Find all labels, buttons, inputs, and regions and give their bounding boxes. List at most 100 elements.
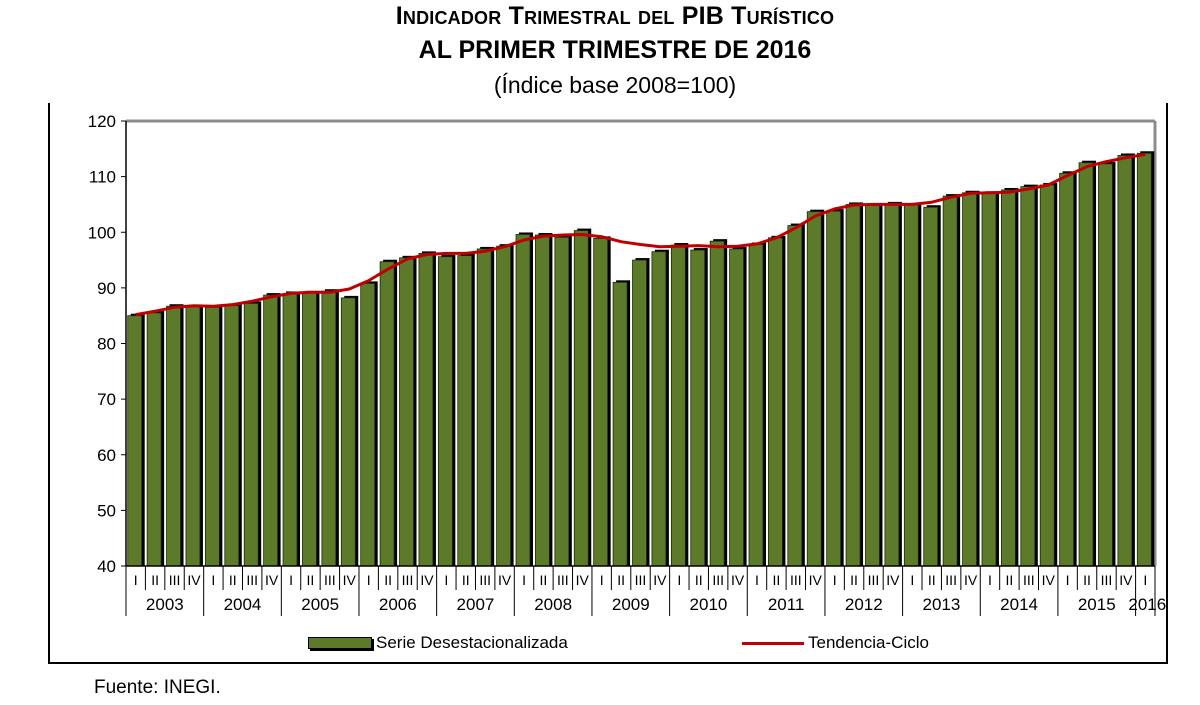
quarter-label: I	[367, 572, 371, 588]
bar	[224, 305, 240, 567]
quarter-label: III	[945, 572, 957, 588]
bar	[1059, 172, 1075, 567]
bar	[204, 306, 220, 567]
quarter-label: IV	[498, 572, 512, 588]
bar	[554, 236, 570, 567]
bar	[496, 245, 511, 567]
legend-line-swatch	[742, 641, 804, 645]
year-label: 2015	[1078, 595, 1116, 614]
bar	[360, 283, 376, 567]
quarter-label: I	[988, 572, 992, 588]
bar	[418, 252, 434, 567]
bar	[573, 230, 589, 567]
bar	[127, 315, 143, 567]
year-label: 2016	[1128, 595, 1166, 614]
quarter-label: IV	[731, 572, 745, 588]
bar	[826, 210, 842, 567]
quarter-label: I	[134, 572, 138, 588]
year-label: 2010	[690, 595, 728, 614]
chart-frame	[48, 103, 1168, 664]
bar	[1117, 155, 1133, 567]
year-label: 2003	[146, 595, 184, 614]
bar	[748, 244, 764, 567]
bar	[884, 203, 900, 567]
quarter-label: IV	[187, 572, 201, 588]
quarter-label: I	[600, 572, 604, 588]
bar	[923, 206, 939, 567]
year-label: 2009	[612, 595, 650, 614]
bar	[457, 255, 473, 567]
bar	[1078, 162, 1094, 567]
quarter-label: IV	[964, 572, 978, 588]
year-label: 2011	[768, 595, 805, 614]
bar	[476, 248, 492, 567]
quarter-label: III	[246, 572, 258, 588]
bar	[709, 240, 725, 567]
bar	[962, 192, 977, 567]
quarter-label: III	[712, 572, 724, 588]
quarter-label: II	[1005, 572, 1013, 588]
bar	[612, 281, 628, 567]
quarter-label: II	[384, 572, 392, 588]
quarter-label: I	[444, 572, 448, 588]
quarter-label: III	[557, 572, 569, 588]
bar	[845, 204, 861, 567]
quarter-label: I	[755, 572, 759, 588]
year-label: 2004	[224, 595, 262, 614]
year-label: 2007	[457, 595, 495, 614]
bar	[1039, 184, 1055, 567]
year-label: 2006	[379, 595, 417, 614]
bar	[166, 305, 181, 567]
year-label: 2005	[301, 595, 339, 614]
quarter-label: I	[1066, 572, 1070, 588]
bar	[437, 256, 453, 567]
quarter-label: I	[289, 572, 293, 588]
quarter-label: I	[1143, 572, 1147, 588]
bar	[729, 248, 744, 567]
y-tick-label: 110	[89, 168, 116, 187]
bar	[806, 211, 822, 567]
bar	[787, 225, 803, 567]
bar	[1020, 186, 1036, 567]
bar	[321, 290, 337, 567]
bar	[632, 259, 647, 567]
quarter-label: III	[790, 572, 802, 588]
quarter-label: II	[540, 572, 548, 588]
bar	[1098, 163, 1113, 567]
quarter-label: II	[850, 572, 858, 588]
quarter-label: IV	[1119, 572, 1133, 588]
legend-bar: Serie Desestacionalizada	[308, 633, 568, 653]
chart-title-line2: al primer trimestre de 2016	[418, 36, 812, 64]
y-tick-label: 80	[97, 335, 116, 354]
year-label: 2014	[1000, 595, 1038, 614]
bar	[942, 195, 958, 567]
quarter-label: II	[462, 572, 470, 588]
source-note: Fuente: INEGI.	[94, 677, 221, 698]
year-label: 2012	[845, 595, 883, 614]
quarter-label: III	[1101, 572, 1113, 588]
legend-line: Tendencia-Ciclo	[742, 633, 929, 653]
bar	[243, 303, 259, 567]
bar	[1136, 152, 1152, 567]
bar	[865, 205, 880, 567]
quarter-label: III	[402, 572, 414, 588]
bar	[399, 257, 414, 567]
bar	[379, 261, 395, 567]
trend-line	[135, 152, 1146, 317]
quarter-label: IV	[576, 572, 590, 588]
quarter-label: IV	[809, 572, 823, 588]
quarter-label: IV	[886, 572, 900, 588]
legend-bar-label: Serie Desestacionalizada	[376, 633, 568, 652]
quarter-label: II	[928, 572, 936, 588]
bar	[515, 234, 531, 567]
quarter-label: II	[307, 572, 315, 588]
y-tick-label: 50	[97, 501, 116, 520]
y-tick-label: 100	[88, 223, 116, 242]
quarter-label: IV	[1042, 572, 1056, 588]
bar	[903, 204, 919, 567]
quarter-label: I	[910, 572, 914, 588]
year-label: 2013	[923, 595, 961, 614]
chart-subtitle: (Índice base 2008=100)	[493, 72, 737, 98]
y-tick-label: 70	[97, 390, 116, 409]
chart-title-line1: Indicador Trimestral del PIB Turístico	[395, 2, 835, 30]
